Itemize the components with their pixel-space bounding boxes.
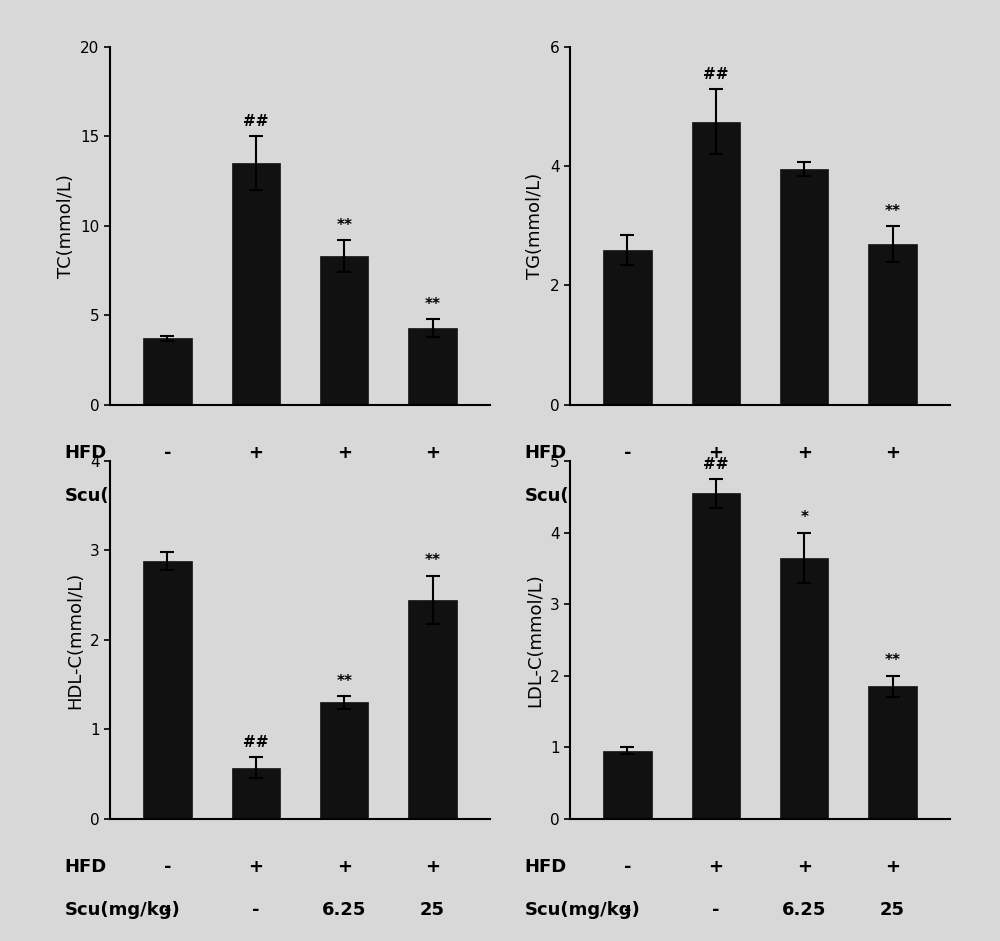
Text: 25: 25 xyxy=(420,486,445,505)
Text: **: ** xyxy=(885,203,901,218)
Text: +: + xyxy=(885,444,900,462)
Bar xyxy=(780,558,828,819)
Text: -: - xyxy=(164,858,171,876)
Text: +: + xyxy=(708,444,723,462)
Bar xyxy=(320,256,368,405)
Y-axis label: LDL-C(mmol/L): LDL-C(mmol/L) xyxy=(526,573,544,707)
Bar xyxy=(603,751,652,819)
Bar xyxy=(320,702,368,819)
Text: +: + xyxy=(797,858,812,876)
Text: +: + xyxy=(425,858,440,876)
Text: **: ** xyxy=(425,553,441,568)
Bar xyxy=(868,686,917,819)
Text: -: - xyxy=(624,444,631,462)
Text: +: + xyxy=(248,444,263,462)
Bar xyxy=(692,493,740,819)
Bar xyxy=(408,327,457,405)
Text: ##: ## xyxy=(243,114,269,129)
Text: 6.25: 6.25 xyxy=(322,486,366,505)
Text: +: + xyxy=(248,858,263,876)
Text: **: ** xyxy=(885,653,901,668)
Text: -: - xyxy=(624,858,631,876)
Text: HFD: HFD xyxy=(64,858,107,876)
Text: **: ** xyxy=(336,218,352,233)
Text: HFD: HFD xyxy=(524,444,567,462)
Text: ##: ## xyxy=(703,67,729,82)
Text: **: ** xyxy=(336,674,352,689)
Bar xyxy=(868,244,917,405)
Text: HFD: HFD xyxy=(524,858,567,876)
Text: 25: 25 xyxy=(420,901,445,919)
Text: *: * xyxy=(800,510,808,525)
Text: Scu(mg/kg): Scu(mg/kg) xyxy=(524,901,640,919)
Text: 6.25: 6.25 xyxy=(322,901,366,919)
Text: -: - xyxy=(252,901,260,919)
Text: HFD: HFD xyxy=(64,444,107,462)
Text: -: - xyxy=(624,901,631,919)
Text: 6.25: 6.25 xyxy=(782,486,826,505)
Text: -: - xyxy=(624,486,631,505)
Text: 6.25: 6.25 xyxy=(782,901,826,919)
Bar xyxy=(232,164,280,405)
Text: -: - xyxy=(164,901,171,919)
Text: +: + xyxy=(885,858,900,876)
Text: Scu(mg/kg): Scu(mg/kg) xyxy=(524,486,640,505)
Text: -: - xyxy=(252,486,260,505)
Text: 25: 25 xyxy=(880,901,905,919)
Bar xyxy=(232,768,280,819)
Bar xyxy=(143,561,192,819)
Text: **: ** xyxy=(425,296,441,311)
Text: Scu(mg/kg): Scu(mg/kg) xyxy=(64,486,180,505)
Text: -: - xyxy=(712,486,720,505)
Text: +: + xyxy=(337,444,352,462)
Text: 25: 25 xyxy=(880,486,905,505)
Bar xyxy=(780,169,828,405)
Text: +: + xyxy=(797,444,812,462)
Text: +: + xyxy=(337,858,352,876)
Text: ##: ## xyxy=(703,456,729,471)
Text: -: - xyxy=(712,901,720,919)
Y-axis label: HDL-C(mmol/L): HDL-C(mmol/L) xyxy=(66,571,84,709)
Bar xyxy=(143,339,192,405)
Text: +: + xyxy=(425,444,440,462)
Y-axis label: TC(mmol/L): TC(mmol/L) xyxy=(57,174,75,278)
Text: +: + xyxy=(708,858,723,876)
Bar xyxy=(603,249,652,405)
Bar xyxy=(408,599,457,819)
Text: Scu(mg/kg): Scu(mg/kg) xyxy=(64,901,180,919)
Y-axis label: TG(mmol/L): TG(mmol/L) xyxy=(526,173,544,279)
Bar xyxy=(692,121,740,405)
Text: -: - xyxy=(164,444,171,462)
Text: -: - xyxy=(164,486,171,505)
Text: ##: ## xyxy=(243,735,269,750)
